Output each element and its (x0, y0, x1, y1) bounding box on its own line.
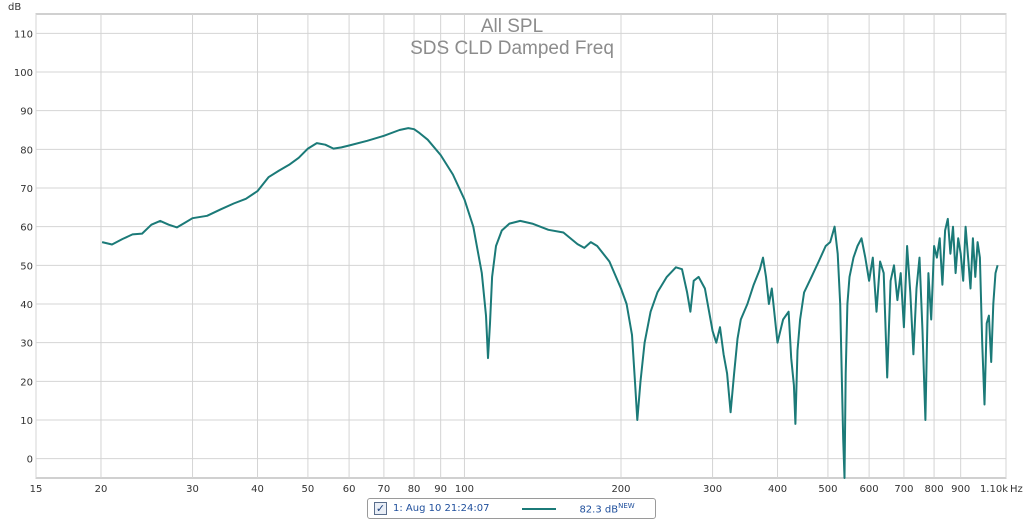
chart-subtitle: SDS CLD Damped Freq (410, 38, 614, 59)
y-tick-label: 50 (20, 261, 33, 272)
y-tick-label: 80 (20, 145, 33, 156)
x-tick-label: 400 (768, 484, 787, 495)
x-tick-label: 20 (95, 484, 108, 495)
x-tick-label: 30 (186, 484, 199, 495)
x-tick-label: 60 (343, 484, 356, 495)
series-lines (101, 127, 999, 479)
x-tick-label: 50 (302, 484, 315, 495)
x-tick-label: 600 (860, 484, 879, 495)
y-tick-label: 30 (20, 339, 33, 350)
x-tick-label: 200 (611, 484, 630, 495)
x-tick-label: 1.10k (980, 484, 1008, 495)
legend: ✓ 1: Aug 10 21:24:07 82.3 dBNEW (367, 498, 656, 519)
x-tick-label: 500 (818, 484, 837, 495)
x-tick-label: 15 (30, 484, 43, 495)
y-tick-label: 10 (20, 416, 33, 427)
legend-series-name: 1: Aug 10 21:24:07 (393, 503, 490, 514)
x-tick-label: 800 (925, 484, 944, 495)
x-tick-labels: 15 20 30 40 50 60 70 80 90 100 200 300 400 500 600 700 8… (30, 484, 1009, 495)
series-line (101, 127, 999, 479)
x-tick-label: 90 (434, 484, 447, 495)
x-tick-label: 300 (703, 484, 722, 495)
y-tick-label: 40 (20, 300, 33, 311)
legend-checkbox[interactable]: ✓ (374, 502, 387, 515)
y-tick-label: 110 (14, 29, 33, 40)
legend-series-level: 82.3 dBNEW (579, 502, 634, 515)
x-tick-label: 900 (951, 484, 970, 495)
x-tick-label: 70 (378, 484, 391, 495)
x-tick-label: 700 (894, 484, 913, 495)
y-tick-label: 60 (20, 223, 33, 234)
x-unit-label: Hz (1010, 484, 1023, 495)
x-tick-label: 80 (408, 484, 421, 495)
legend-level-value: 82.3 dB (579, 504, 619, 516)
y-unit-label: dB (8, 2, 21, 13)
y-tick-label: 0 (27, 455, 33, 466)
x-tick-label: 100 (455, 484, 474, 495)
legend-line-swatch (522, 507, 557, 510)
y-tick-label: 100 (14, 68, 33, 79)
chart-title: All SPL (481, 16, 543, 37)
y-tick-label: 90 (20, 107, 33, 118)
x-tick-label: 40 (251, 484, 264, 495)
y-tick-label: 20 (20, 377, 33, 388)
plot-frame (35, 13, 1007, 479)
y-tick-label: 70 (20, 184, 33, 195)
grid (35, 14, 1007, 478)
legend-level-tag: NEW (618, 501, 635, 510)
